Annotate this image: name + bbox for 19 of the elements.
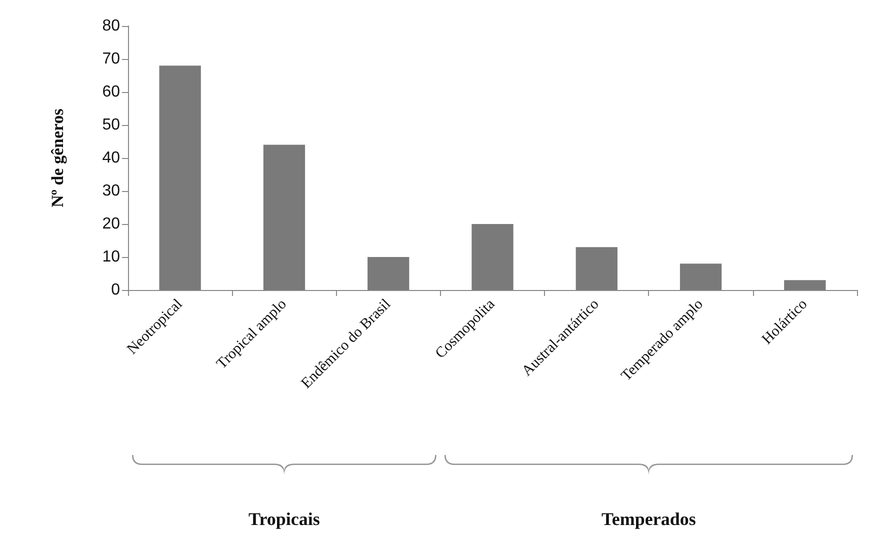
text: Tropicais bbox=[248, 509, 320, 529]
bar bbox=[576, 247, 618, 290]
y-tick-label: 30 bbox=[102, 182, 120, 200]
bar bbox=[263, 144, 306, 290]
bar bbox=[784, 280, 826, 290]
y-tick-label: 10 bbox=[102, 248, 120, 266]
y-tick-label: 20 bbox=[102, 216, 120, 232]
y-tick-label: 40 bbox=[102, 150, 120, 166]
bar bbox=[368, 257, 410, 290]
text: Temperados bbox=[602, 509, 696, 529]
bar bbox=[680, 264, 722, 290]
bar bbox=[472, 224, 514, 290]
y-tick-label: 60 bbox=[102, 84, 120, 100]
y-axis-title: Nº de gêneros bbox=[48, 108, 67, 208]
y-tick-label: 0 bbox=[111, 282, 120, 298]
bar bbox=[159, 66, 201, 290]
y-tick-label: 50 bbox=[102, 116, 120, 134]
y-tick-label: 80 bbox=[102, 18, 120, 34]
y-tick-label: 70 bbox=[102, 50, 120, 68]
